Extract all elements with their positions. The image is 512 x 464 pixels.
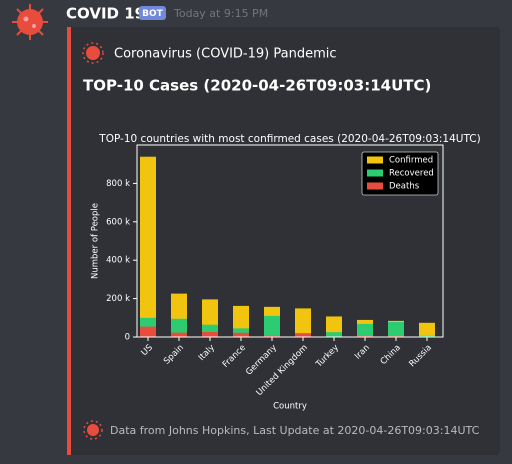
y-tick-label: 600 k: [106, 217, 130, 227]
y-tick-label: 800 k: [106, 179, 130, 189]
bar: [326, 316, 342, 337]
embed: [67, 27, 500, 455]
legend-swatch: [367, 169, 383, 177]
legend-label: Deaths: [389, 182, 420, 192]
embed-border: [67, 27, 71, 455]
bar: [171, 318, 187, 337]
plot-frame: [136, 144, 444, 338]
bar: [233, 332, 249, 337]
chart-title: TOP-10 countries with most confirmed cas…: [98, 133, 480, 145]
x-axis-label: Country: [273, 402, 307, 412]
bar: [264, 315, 280, 337]
bar: [388, 322, 404, 337]
y-tick-label: 400 k: [106, 256, 130, 266]
embed-author: Coronavirus (COVID-19) Pandemic: [114, 47, 337, 62]
y-tick-label: 200 k: [106, 294, 130, 304]
bar: [264, 335, 280, 337]
bar: [202, 332, 218, 337]
author-name[interactable]: COVID 19: [66, 5, 145, 23]
bar: [357, 323, 373, 337]
y-axis-label: Number of People: [91, 203, 101, 279]
avatar[interactable]: [12, 4, 48, 40]
bar: [419, 335, 435, 337]
legend-swatch: [367, 182, 383, 190]
embed-author-icon: [82, 42, 104, 64]
bar: [357, 335, 373, 337]
y-tick-label: 0: [125, 333, 130, 343]
footer-icon: [83, 420, 103, 440]
bar: [140, 326, 156, 337]
bot-badge-text: BOT: [142, 9, 164, 19]
timestamp: Today at 9:15 PM: [173, 7, 268, 20]
legend-label: Confirmed: [389, 156, 433, 166]
bar: [233, 328, 249, 337]
bar: [295, 333, 311, 337]
footer-text: Data from Johns Hopkins, Last Update at …: [110, 424, 480, 437]
bar: [295, 308, 311, 337]
legend-swatch: [367, 156, 383, 164]
bar: [419, 322, 435, 337]
legend-label: Recovered: [389, 169, 434, 179]
bar: [140, 156, 156, 337]
bar: [326, 332, 342, 337]
bot-badge: [139, 6, 166, 20]
bar: [171, 332, 187, 337]
embed-title: TOP-10 Cases (2020-04-26T09:03:14UTC): [83, 77, 431, 95]
